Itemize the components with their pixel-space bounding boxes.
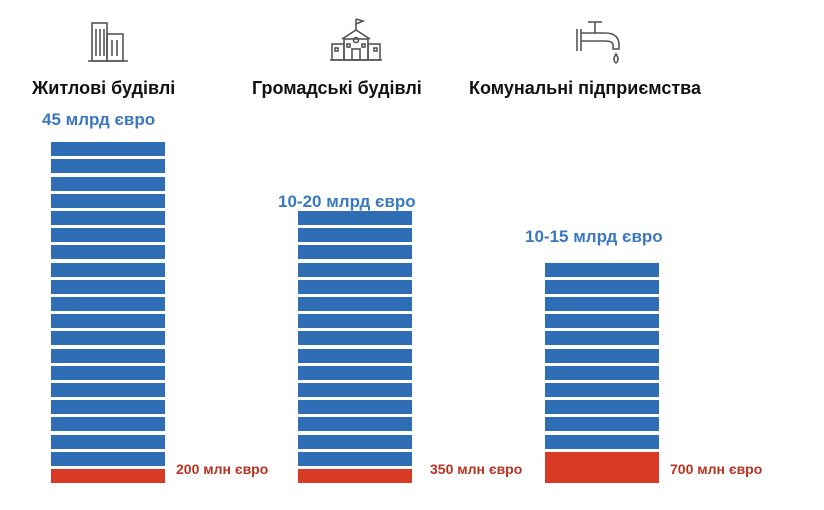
bar-base-utilities [545, 451, 659, 483]
category-title-public: Громадські будівлі [252, 78, 422, 98]
bar-segment-residential [51, 193, 165, 208]
bar-segment-residential [51, 383, 165, 397]
base-label-utilities: 700 млн євро [670, 461, 763, 477]
bar-segment-residential [51, 400, 165, 415]
bar-segment-residential [51, 451, 165, 466]
bar-segment-residential [51, 297, 165, 311]
bar-segment-utilities [545, 417, 659, 432]
bar-segment-utilities [545, 348, 659, 363]
category-title-residential: Житлові будівлі [32, 78, 176, 98]
bar-segment-utilities [545, 434, 659, 449]
bar-segment-residential [51, 159, 165, 174]
bar-segment-residential [51, 176, 165, 191]
bar-segment-residential [51, 262, 165, 277]
bar-segment-residential [51, 417, 165, 432]
bar-segment-residential [51, 314, 165, 329]
bar-base-public [298, 469, 412, 483]
bar-segment-residential [51, 211, 165, 225]
bar-segment-utilities [545, 383, 659, 397]
bar-segment-public [298, 262, 412, 277]
bar-segment-utilities [545, 331, 659, 346]
bar-segment-public [298, 228, 412, 243]
bar-segment-public [298, 314, 412, 329]
total-label-utilities: 10-15 млрд євро [525, 227, 663, 246]
school-building-icon [330, 18, 382, 61]
bar-segment-residential [51, 245, 165, 260]
bar-segment-residential [51, 348, 165, 363]
bar-segment-utilities [545, 314, 659, 329]
bar-segment-public [298, 434, 412, 449]
bar-segment-public [298, 365, 412, 380]
bar-segment-utilities [545, 365, 659, 380]
residential-buildings-icon [88, 22, 128, 62]
bar-segment-residential [51, 365, 165, 380]
bar-segment-public [298, 279, 412, 294]
bar-segment-utilities [545, 297, 659, 311]
bar-segment-public [298, 348, 412, 363]
bar-segment-utilities [545, 400, 659, 415]
category-title-utilities: Комунальні підприємства [469, 78, 702, 98]
total-label-public: 10-20 млрд євро [278, 192, 416, 211]
bar-segment-public [298, 211, 412, 225]
bar-segment-public [298, 245, 412, 260]
total-label-residential: 45 млрд євро [42, 110, 156, 129]
base-label-residential: 200 млн євро [176, 461, 269, 477]
bar-segment-utilities [545, 279, 659, 294]
bar-segment-residential [51, 142, 165, 157]
bar-segment-public [298, 400, 412, 415]
bar-segment-residential [51, 434, 165, 449]
water-tap-icon [576, 21, 620, 65]
bar-base-residential [51, 469, 165, 483]
bar-segment-public [298, 331, 412, 346]
bar-segment-utilities [545, 262, 659, 277]
bar-segment-public [298, 297, 412, 311]
bar-segment-residential [51, 228, 165, 243]
base-label-public: 350 млн євро [430, 461, 523, 477]
bar-segment-public [298, 451, 412, 466]
bar-segment-residential [51, 279, 165, 294]
bar-segment-public [298, 417, 412, 432]
bar-segment-residential [51, 331, 165, 346]
bar-segment-public [298, 383, 412, 397]
